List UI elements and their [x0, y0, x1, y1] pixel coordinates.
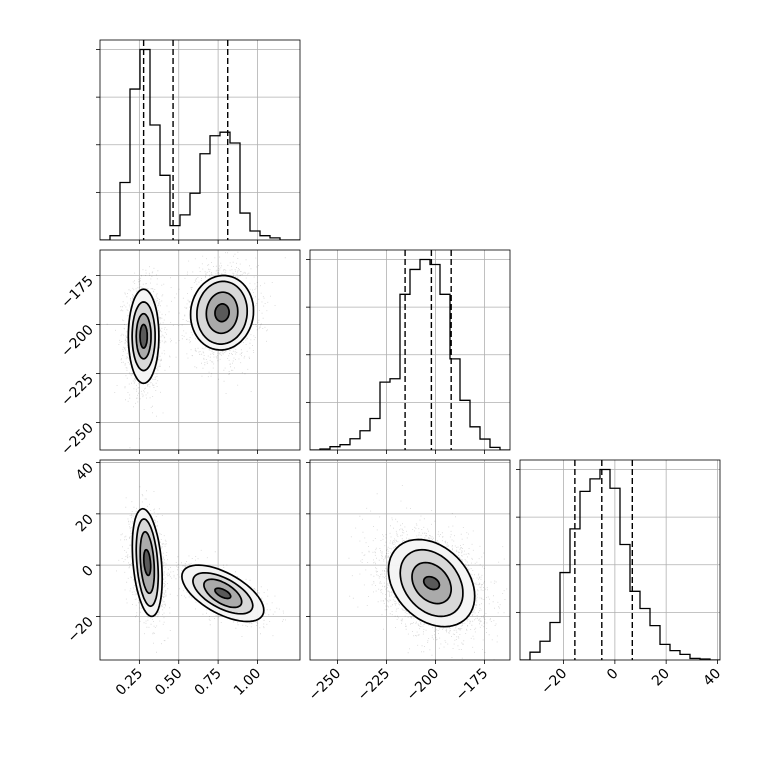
- contour-line: [411, 561, 453, 605]
- contour-line: [196, 280, 249, 345]
- contour-line: [139, 323, 149, 349]
- y-tick-label: 20: [73, 511, 97, 535]
- y-tick-label: −20: [65, 614, 97, 646]
- y-tick-label: −175: [58, 273, 97, 312]
- density-fill: [140, 324, 148, 348]
- contour-line: [131, 507, 164, 618]
- contour-line: [131, 301, 156, 372]
- contour-line: [387, 538, 476, 628]
- contour-line: [139, 530, 156, 595]
- contour-line: [205, 291, 239, 335]
- y-tick-label: −200: [58, 322, 97, 361]
- x-tick-label: 40: [700, 666, 724, 690]
- histogram-panel-0: [99, 39, 301, 241]
- y-tick-label: 0: [79, 563, 97, 581]
- x-tick-label: −200: [404, 666, 443, 705]
- pair-panel-2: [309, 459, 511, 661]
- histogram-panel-1: [309, 249, 511, 451]
- x-tick-label: 0.50: [152, 666, 185, 699]
- contour-line: [135, 518, 160, 608]
- contour-line: [214, 587, 232, 600]
- pair-0-content: [106, 250, 286, 449]
- pair-2-content: [348, 485, 510, 660]
- x-tick-label: 1.00: [231, 666, 264, 699]
- x-tick-label: 0: [604, 666, 622, 684]
- x-tick-label: 20: [649, 666, 673, 690]
- contour-line: [189, 274, 255, 351]
- contour-line: [135, 312, 152, 360]
- x-tick-label: 0.75: [192, 666, 225, 699]
- y-tick-label: −225: [58, 371, 97, 410]
- contour-line: [192, 571, 254, 615]
- contour-line: [422, 575, 441, 591]
- x-tick-label: −250: [306, 666, 345, 705]
- contour-line: [181, 564, 265, 623]
- pair-panel-1: [99, 459, 301, 661]
- histogram-1-step: [310, 258, 510, 450]
- y-tick-label: 40: [73, 460, 97, 484]
- contour-line: [214, 303, 230, 323]
- contour-line: [127, 288, 160, 385]
- density-fill: [423, 576, 440, 590]
- density-fill: [215, 588, 231, 599]
- pair-panel-0: [99, 249, 301, 451]
- x-tick-label: −20: [538, 666, 570, 698]
- contour-line: [142, 548, 152, 577]
- histogram-panel-2: [519, 459, 721, 661]
- histogram-0-step: [100, 48, 300, 240]
- x-tick-label: 0.25: [113, 666, 146, 699]
- pair-1-content: [116, 486, 286, 653]
- contour-line: [399, 548, 464, 618]
- y-tick-label: −250: [58, 420, 97, 459]
- histogram-2-step: [520, 468, 720, 660]
- scatter-points: [348, 485, 510, 660]
- x-tick-label: −225: [355, 666, 394, 705]
- x-tick-label: −175: [453, 666, 492, 705]
- contour-line: [203, 578, 243, 609]
- density-fill: [215, 303, 230, 322]
